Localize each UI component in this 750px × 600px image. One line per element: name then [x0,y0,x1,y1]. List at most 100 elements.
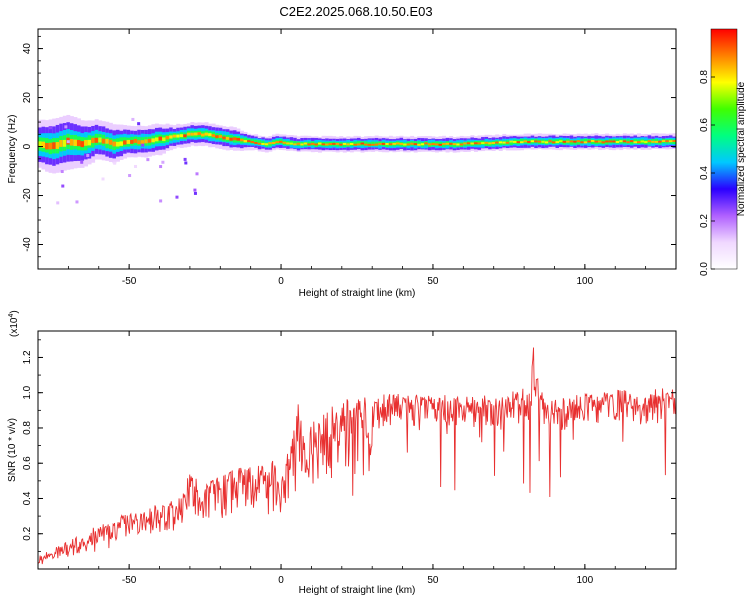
spectrogram-cell [374,143,379,146]
spectrogram-speckle [184,161,188,165]
spectrogram-cell [605,140,610,143]
spectrogram-cell [410,142,415,145]
spectrogram-cell [580,141,585,144]
spectrogram-cell [509,140,514,146]
colorbar-tick-label: 0.4 [699,166,710,180]
spectrogram-cell [452,143,457,146]
chart-title: C2E2.2025.068.10.50.E03 [279,4,432,19]
spectrogram-cell [201,133,205,137]
spectrogram-cell [264,143,269,146]
snr-panel: -50 0 50 100 0.2 0.4 0.6 0.8 1.0 1.2 Height of s… [7,310,677,596]
spectrogram-cell [598,140,602,143]
spectrogram-cell [498,141,503,144]
spectrogram-speckle [193,191,197,195]
spectrogram-speckle [137,122,141,126]
spectrogram-cell [442,142,447,145]
spectrogram-cell [661,140,666,143]
spectrogram-cell [484,141,489,144]
spectrogram-cell [541,140,546,143]
spectrogram-cell [629,139,634,145]
spectrogram-cell [48,142,53,150]
spectrogram-cell [424,142,429,145]
spectrogram-cell [215,135,220,139]
spectrogram-cell [495,141,500,144]
spectrogram-speckle [146,158,150,162]
spectrogram-y-tick-label: 0 [22,143,33,149]
spectrogram-speckle [113,161,117,165]
spectrogram-cell [147,138,152,143]
spectrogram-cell [186,132,191,136]
spectrogram-cell [318,142,322,145]
spectrogram-cell [105,138,110,144]
spectrogram-cell [101,138,106,144]
spectrogram-cell [91,137,96,144]
spectrogram-cell [346,143,351,146]
spectrogram-cell [615,141,620,143]
spectrogram-cell [211,134,216,138]
spectrogram-cell [169,135,174,139]
spectrogram-cell [293,140,298,146]
spectrogram-cell [137,140,142,145]
spectrogram-cell [133,138,138,143]
snr-y-tick-label: 1.2 [22,350,33,364]
snr-x-axis-label: Height of straight line (km) [299,585,416,596]
spectrogram-cell [371,143,376,146]
spectrogram-cell [208,133,213,137]
snr-y-tick-label: 0.2 [22,526,33,540]
spectrogram-cell [62,139,67,147]
spectrogram-cell [576,140,581,145]
spectrogram-cell [222,136,227,140]
spectrogram-cell [562,140,567,143]
spectrogram-cell [434,143,439,146]
spectrogram-cell [399,142,404,145]
spectrogram-cell [523,140,528,143]
spectrogram-cell [190,132,195,136]
spectrogram-cell [179,134,184,138]
colorbar-tick-label: 0.6 [699,118,710,132]
spectrogram-cell [481,142,485,145]
spectrogram-cell [80,141,85,148]
spectrogram-cell [236,137,241,141]
spectrogram-cell [505,141,510,144]
spectrogram-cell [530,140,535,143]
spectrogram-cell [332,142,337,145]
spectrogram-speckle [128,174,132,178]
spectrogram-cell [275,141,280,144]
spectrogram-cell [204,132,209,136]
spectrogram-cell [293,143,298,146]
spectrogram-cell [431,143,436,146]
spectrogram-cell [445,142,450,145]
spectrogram-cell [76,139,81,147]
spectrogram-speckle [86,153,90,157]
spectrogram-cell [626,141,631,144]
spectrogram-cell [257,140,262,145]
spectrogram-cell [268,142,273,145]
snr-x-tick-label: 50 [427,575,439,586]
spectrogram-cell [165,135,170,140]
spectrogram-y-axis-label: Frequency (Hz) [7,115,18,184]
spectrogram-cell [321,143,326,146]
spectrogram-x-tick-label: 50 [427,276,439,287]
spectrogram-speckle [61,184,65,188]
spectrogram-cell [218,135,223,138]
spectrogram-cell [629,140,634,143]
spectrogram-cell [583,141,588,144]
spectrogram-cell [665,140,670,143]
spectrogram-cell [466,142,471,145]
spectrogram-speckle [161,160,165,164]
spectrogram-cell [250,141,255,144]
spectrogram-cell [339,143,344,146]
spectrogram-cell [608,140,613,143]
spectrogram-speckle [195,172,199,176]
colorbar-label: Normalized spectral amplitude [736,81,747,216]
snr-y-axis-label: SNR (10 * v/v) [7,418,18,482]
spectrogram-y-tick-label: -40 [22,237,33,252]
spectrogram-cell [470,142,475,145]
snr-frame [37,330,677,570]
spectrogram-cell [140,140,145,145]
spectrogram-cell [633,141,638,144]
spectrogram-cell [325,143,330,146]
spectrogram-panel: -50 0 50 100 -40 -20 0 20 40 Height of straight… [7,28,677,299]
spectrogram-cell [601,141,606,144]
